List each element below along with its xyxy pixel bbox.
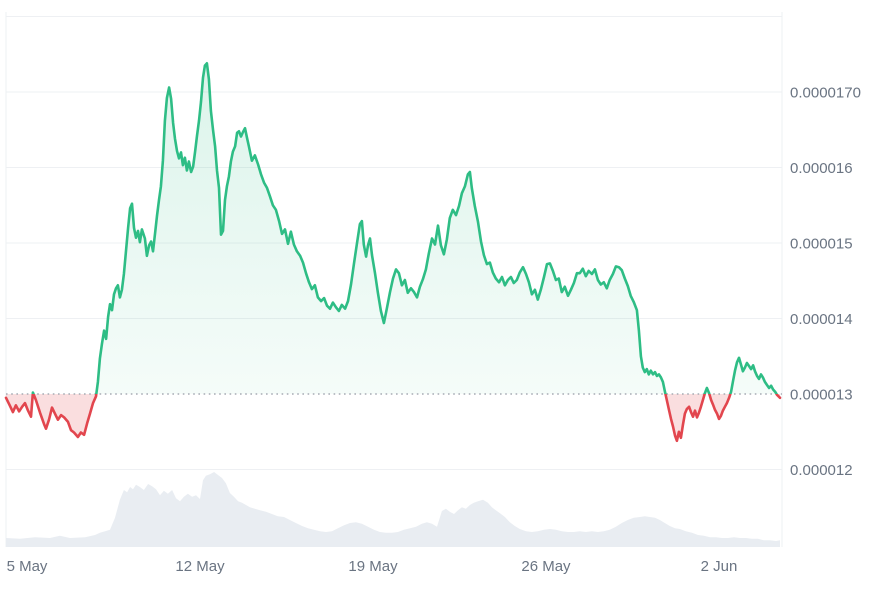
y-axis-label: 0.000013 [790,386,853,403]
y-axis-label: 0.0000170 [790,84,861,101]
y-axis-label: 0.000012 [790,462,853,479]
x-axis-label: 5 May [7,558,48,575]
x-axis: 5 May 12 May 19 May 26 May 2 Jun [7,558,738,575]
price-area-up [6,63,780,394]
y-axis-label: 0.000015 [790,235,853,252]
y-axis-label: 0.000016 [790,160,853,177]
y-axis: 0.0000170 0.000016 0.000015 0.000014 0.00001… [790,84,861,479]
y-axis-label: 0.000014 [790,311,853,328]
price-line-up [31,61,779,394]
x-axis-label: 2 Jun [701,558,738,575]
x-axis-label: 12 May [175,558,225,575]
x-axis-label: 26 May [521,558,571,575]
price-line-down [4,394,782,443]
volume-area [6,472,780,547]
x-axis-label: 19 May [348,558,398,575]
